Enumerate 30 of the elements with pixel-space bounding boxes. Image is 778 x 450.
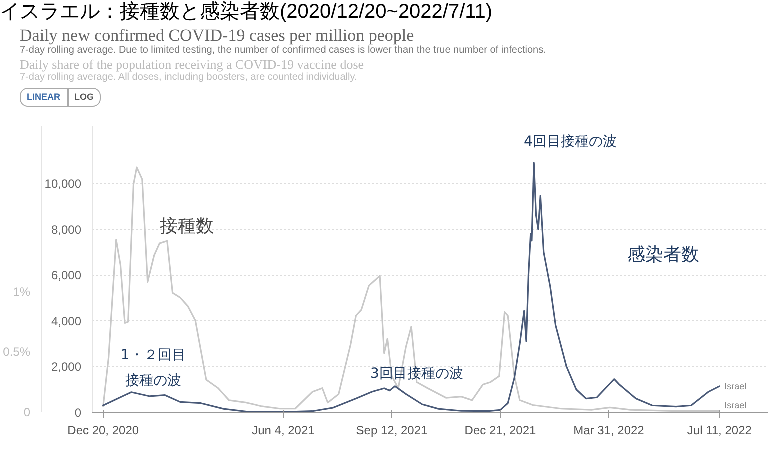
x-tick-label: Mar 31, 2022 [574,424,645,438]
text: 7-day rolling average. Due to limited testing, the number of confirmed cases is lower than the true number of infections. [20,45,546,57]
x-tick-label: Dec 21, 2021 [464,424,537,438]
text: LOG [68,88,101,107]
y-tick-label: 10,000 [44,177,82,192]
y-tick-label: 8,000 [51,222,82,237]
text: Daily share of the population receiving a COVID-19 vaccine dose [20,57,366,72]
annotation: 1・２回目 [120,347,186,364]
x-tick-label: Dec 20, 2020 [68,424,140,438]
y2-tick-label: 1% [13,284,31,299]
chart-subtitle: Daily new confirmed COVID-19 cases per million people [20,26,416,45]
y-tick-label: 6,000 [51,268,82,283]
y2-tick-label: 0.5% [3,345,31,360]
annotation: 接種数 [160,216,214,238]
series-label: Israel [724,381,747,392]
series-label: Israel [724,400,747,410]
annotation: 3回目接種の波 [370,366,464,382]
y2-tick-label: 0 [24,406,31,420]
annotation: 感染者数 [628,244,700,266]
y-tick-label: 4,000 [51,314,82,328]
annotation: 接種の波 [125,373,182,390]
x-tick-label: Jul 11, 2022 [687,424,752,438]
y-tick-label: 2,000 [51,360,82,374]
chart-title: イスラエル：接種数と感染者数(2020/12/20~2022/7/11) [0,0,494,24]
text: LINEAR [20,88,68,107]
y-tick-label: 0 [74,406,82,420]
text: 7-day rolling average. All doses, including boosters, are counted individually. [20,72,358,84]
annotation: 4回目接種の波 [524,134,617,150]
x-tick-label: Jun 4, 2021 [252,424,316,438]
x-tick-label: Sep 12, 2021 [356,424,428,438]
